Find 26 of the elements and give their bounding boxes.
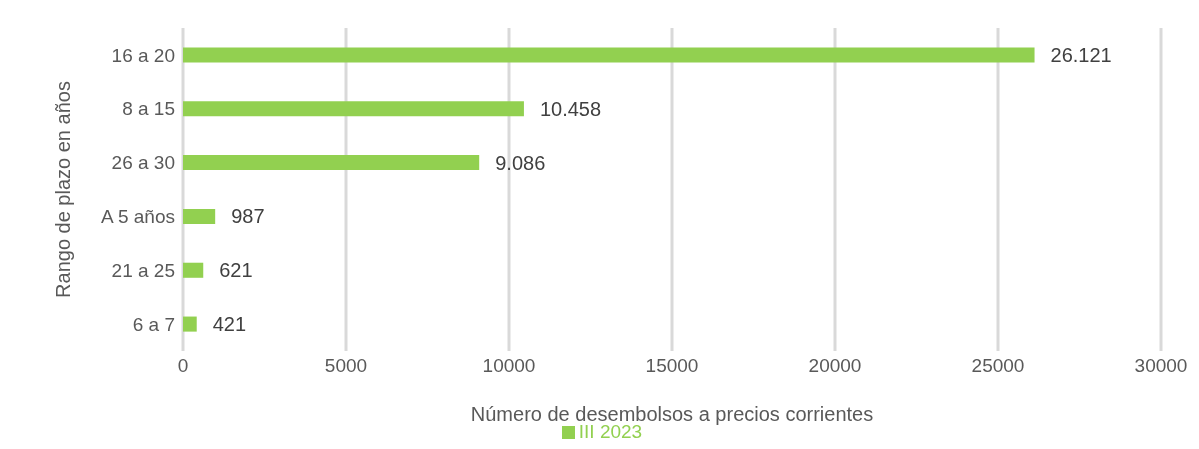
- y-tick-label: 16 a 20: [111, 44, 175, 66]
- data-label: 621: [219, 259, 253, 282]
- bar: [183, 208, 216, 224]
- y-tick-label: 26 a 30: [111, 152, 175, 174]
- x-tick-label: 30000: [1134, 355, 1188, 377]
- data-label: 9.086: [495, 151, 546, 174]
- bar: [183, 155, 480, 171]
- data-label: 987: [231, 205, 265, 228]
- x-tick-label: 20000: [808, 355, 862, 377]
- y-axis-title: Rango de plazo en años: [52, 81, 75, 298]
- y-tick-label: 8 a 15: [122, 98, 175, 120]
- data-label: 10.458: [539, 97, 602, 120]
- data-label: 26.121: [1050, 43, 1112, 66]
- bar: [183, 101, 524, 117]
- y-tick-label: 6 a 7: [132, 313, 175, 335]
- x-tick-label: 10000: [482, 355, 536, 377]
- bar: [183, 262, 204, 278]
- x-tick-label: 0: [177, 355, 189, 377]
- bar: [183, 316, 197, 332]
- y-tick-label: 21 a 25: [111, 259, 175, 281]
- x-tick-label: 15000: [645, 355, 699, 377]
- x-tick-label: 5000: [324, 355, 368, 377]
- x-tick-label: 25000: [971, 355, 1025, 377]
- bar: [183, 47, 1035, 63]
- y-tick-label: A 5 años: [101, 206, 175, 228]
- data-label: 421: [212, 313, 247, 336]
